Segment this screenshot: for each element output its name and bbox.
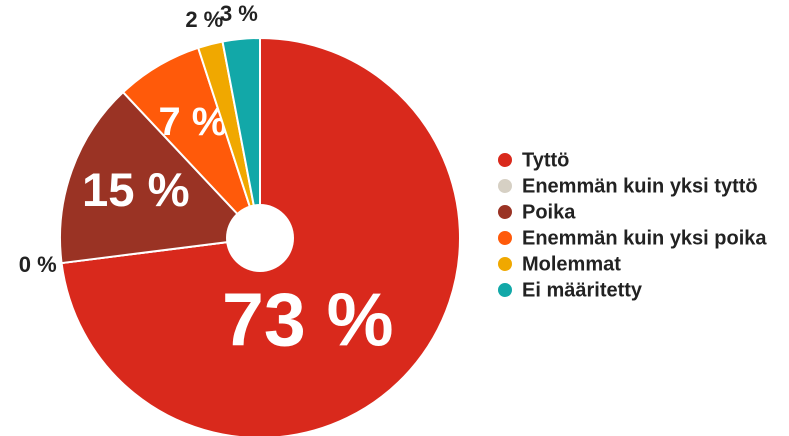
slice-label: 7 % [158, 100, 227, 144]
legend-swatch [498, 205, 512, 219]
legend-label: Molemmat [522, 253, 621, 275]
legend-label: Enemmän kuin yksi tyttö [522, 175, 758, 197]
legend-label: Enemmän kuin yksi poika [522, 227, 767, 249]
slice-label: 15 % [82, 164, 190, 217]
slice [59, 90, 263, 265]
legend-label: Tyttö [522, 149, 569, 171]
legend-swatch [498, 153, 512, 167]
legend-swatch [498, 231, 512, 245]
slice-label: 2 % [185, 7, 223, 32]
legend-label: Poika [522, 201, 576, 223]
legend-label: Ei määritetty [522, 279, 643, 301]
slice-label: 73 % [222, 278, 394, 362]
slice [221, 36, 261, 239]
slice-label: 0 % [19, 252, 57, 277]
legend-swatch [498, 283, 512, 297]
legend-swatch [498, 179, 512, 193]
legend-swatch [498, 257, 512, 271]
slice-label: 3 % [220, 1, 258, 26]
donut-hole [226, 204, 294, 272]
